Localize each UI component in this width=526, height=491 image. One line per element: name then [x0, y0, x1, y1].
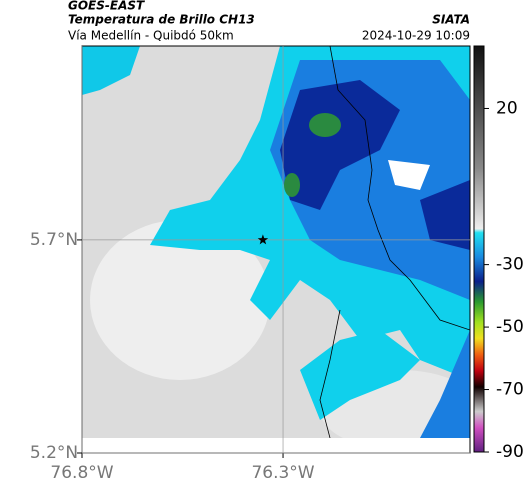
location-marker — [257, 234, 269, 245]
y-tick-label: 5.2°N — [30, 443, 78, 463]
colorbar-label: 20 — [496, 98, 518, 118]
timestamp: 2024-10-29 10:09 — [362, 29, 470, 43]
satellite-image — [82, 46, 470, 438]
y-tick-label: 5.7°N — [30, 230, 78, 250]
x-tick-label: 76.8°W — [50, 463, 113, 483]
source: SIATA — [432, 13, 470, 27]
colorbar-label: -70 — [496, 380, 524, 400]
colorbar-label: -30 — [496, 255, 524, 275]
title: GOES-EAST — [68, 0, 145, 13]
colorbar-label: -50 — [496, 317, 524, 337]
subtitle: Temperatura de Brillo CH13 — [68, 13, 255, 27]
colorbar-label: -90 — [496, 442, 524, 462]
x-tick-label: 76.3°W — [251, 463, 314, 483]
route: Vía Medellín - Quibdó 50km — [68, 29, 234, 43]
colorbar — [473, 45, 485, 453]
